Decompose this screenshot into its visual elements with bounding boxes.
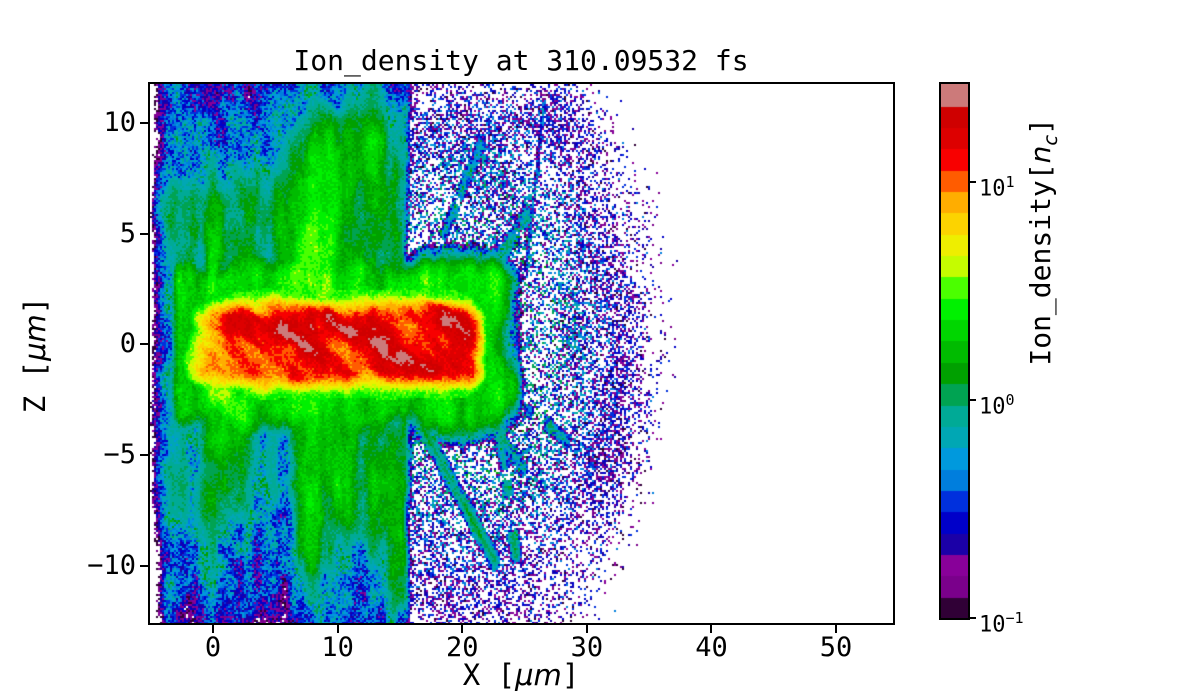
x-axis-label-pre: X [ xyxy=(462,658,516,692)
colorbar-tick-label: 100 xyxy=(979,390,1015,420)
x-axis-label-post: ] xyxy=(561,658,580,692)
x-axis-label-mu: μm xyxy=(515,658,562,692)
x-tick-label: 10 xyxy=(321,632,354,663)
x-tick-mark xyxy=(710,625,713,633)
y-axis-label-mu: μm xyxy=(18,314,52,361)
y-tick-label: −10 xyxy=(87,549,136,581)
x-tick-mark xyxy=(336,625,339,633)
x-tick-label: 20 xyxy=(445,632,479,663)
y-tick-label: 10 xyxy=(103,107,136,139)
colorbar-label: Ion_density[nc] xyxy=(1024,114,1062,370)
y-axis-label-post: ] xyxy=(18,296,52,315)
colorbar-tick-mark xyxy=(970,398,976,401)
y-tick-label: 0 xyxy=(119,328,136,360)
colorbar-tick-label: 101 xyxy=(979,172,1015,201)
x-axis-label: X [μm] xyxy=(371,658,671,692)
plot-area xyxy=(148,82,895,625)
y-tick-label: −5 xyxy=(103,438,136,470)
x-tick-mark xyxy=(461,625,464,633)
x-tick-mark xyxy=(585,625,588,633)
plot-title: Ion_density at 310.09532 fs xyxy=(293,44,749,77)
y-axis-label-pre: Z [ xyxy=(18,360,52,414)
y-tick-mark xyxy=(140,343,148,346)
y-tick-mark xyxy=(140,564,148,567)
y-tick-mark xyxy=(140,232,148,235)
colorbar-tick-label: 10−1 xyxy=(979,609,1024,638)
x-tick-label: 50 xyxy=(819,632,853,663)
colorbar-label-n: n xyxy=(1024,145,1058,164)
colorbar-label-sub: c xyxy=(1038,134,1062,146)
colorbar-label-pre: Ion_density[ xyxy=(1024,163,1058,366)
colorbar-tick-mark xyxy=(970,617,976,619)
colorbar-tick-mark xyxy=(970,180,976,183)
y-tick-mark xyxy=(140,122,148,125)
y-axis-label: Z [μm] xyxy=(18,230,52,480)
x-tick-mark xyxy=(212,625,215,633)
colorbar-canvas xyxy=(941,84,968,618)
x-tick-mark xyxy=(835,625,838,633)
y-tick-mark xyxy=(140,453,148,456)
y-tick-label: 5 xyxy=(119,217,136,249)
x-tick-label: 30 xyxy=(570,632,604,663)
heatmap-canvas xyxy=(150,84,893,623)
colorbar xyxy=(939,82,970,620)
x-tick-label: 40 xyxy=(695,632,728,663)
x-tick-label: 0 xyxy=(204,632,222,663)
colorbar-label-post: ] xyxy=(1024,117,1058,135)
